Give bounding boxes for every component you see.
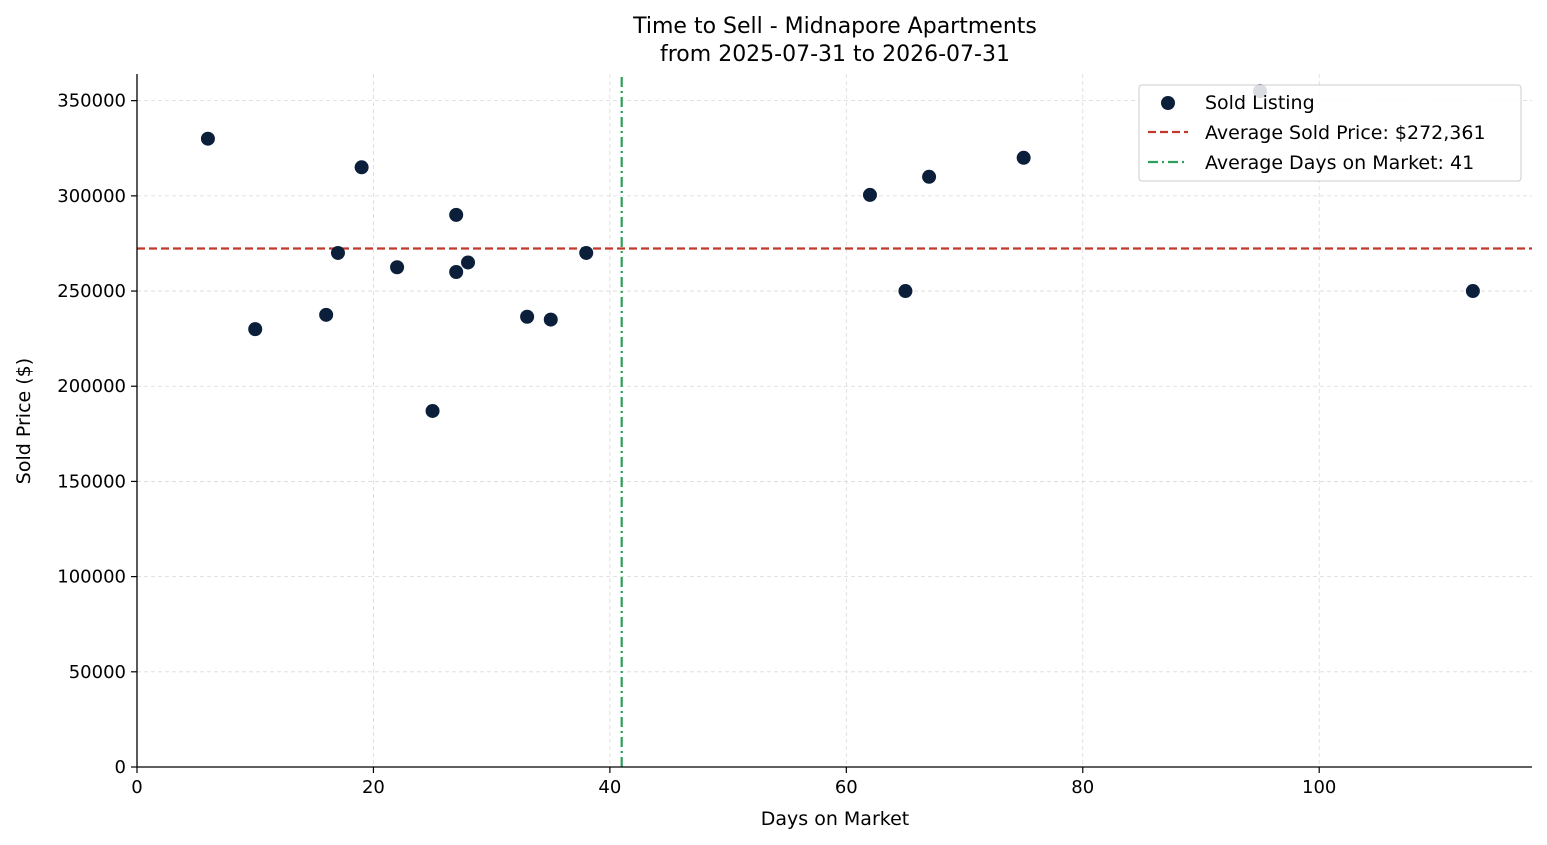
legend-label-average-price: Average Sold Price: $272,361: [1205, 122, 1486, 144]
y-tick-label: 100000: [57, 567, 126, 588]
data-point: [449, 265, 464, 279]
axes: [136, 74, 1532, 768]
data-point: [579, 245, 594, 260]
y-tick-label: 200000: [57, 376, 126, 397]
y-tick-label: 0: [115, 757, 126, 778]
data-point: [1016, 150, 1031, 165]
y-ticks: 0 50000 100000 150000 200000 250000 300000 3500…: [57, 91, 137, 778]
y-tick-label: 150000: [57, 471, 126, 492]
reference-lines: [137, 77, 1532, 767]
x-tick-label: 100: [1302, 777, 1336, 798]
data-point: [922, 169, 937, 184]
y-axis-label: Sold Price ($): [13, 358, 35, 484]
data-point: [200, 131, 215, 146]
x-tick-label: 20: [362, 777, 385, 798]
data-point: [354, 160, 369, 175]
legend: Sold Listing Average Sold Price: $272,36…: [1138, 84, 1522, 182]
x-tick-label: 40: [598, 777, 621, 798]
data-point: [898, 284, 913, 299]
x-tick-label: 0: [131, 777, 142, 798]
data-point: [449, 207, 464, 222]
data-point: [1465, 284, 1480, 299]
x-axis-label: Days on Market: [761, 808, 909, 830]
grid-layer: [137, 74, 1532, 767]
data-point: [319, 307, 334, 322]
chart-title: Time to Sell - Midnapore Apartments: [632, 14, 1037, 39]
x-ticks: 0 20 40 60 80 100: [131, 767, 1336, 798]
x-tick-label: 80: [1071, 777, 1094, 798]
y-tick-label: 250000: [57, 281, 126, 302]
data-point: [248, 322, 263, 337]
y-tick-label: 50000: [69, 662, 126, 683]
data-point: [330, 245, 345, 260]
x-tick-label: 60: [835, 777, 858, 798]
data-point: [862, 187, 877, 202]
data-point: [543, 312, 558, 327]
legend-label-average-days: Average Days on Market: 41: [1205, 152, 1474, 174]
y-tick-label: 300000: [57, 186, 126, 207]
y-tick-label: 350000: [57, 91, 126, 112]
legend-marker-sold-listing: [1161, 96, 1175, 110]
data-point: [425, 403, 440, 418]
data-point: [390, 260, 405, 275]
data-point: [520, 309, 535, 324]
data-points: [200, 84, 1480, 418]
data-point: [461, 255, 476, 270]
chart-subtitle: from 2025-07-31 to 2026-07-31: [660, 42, 1010, 67]
legend-label-sold-listing: Sold Listing: [1205, 92, 1315, 114]
legend-box: [1138, 84, 1522, 182]
